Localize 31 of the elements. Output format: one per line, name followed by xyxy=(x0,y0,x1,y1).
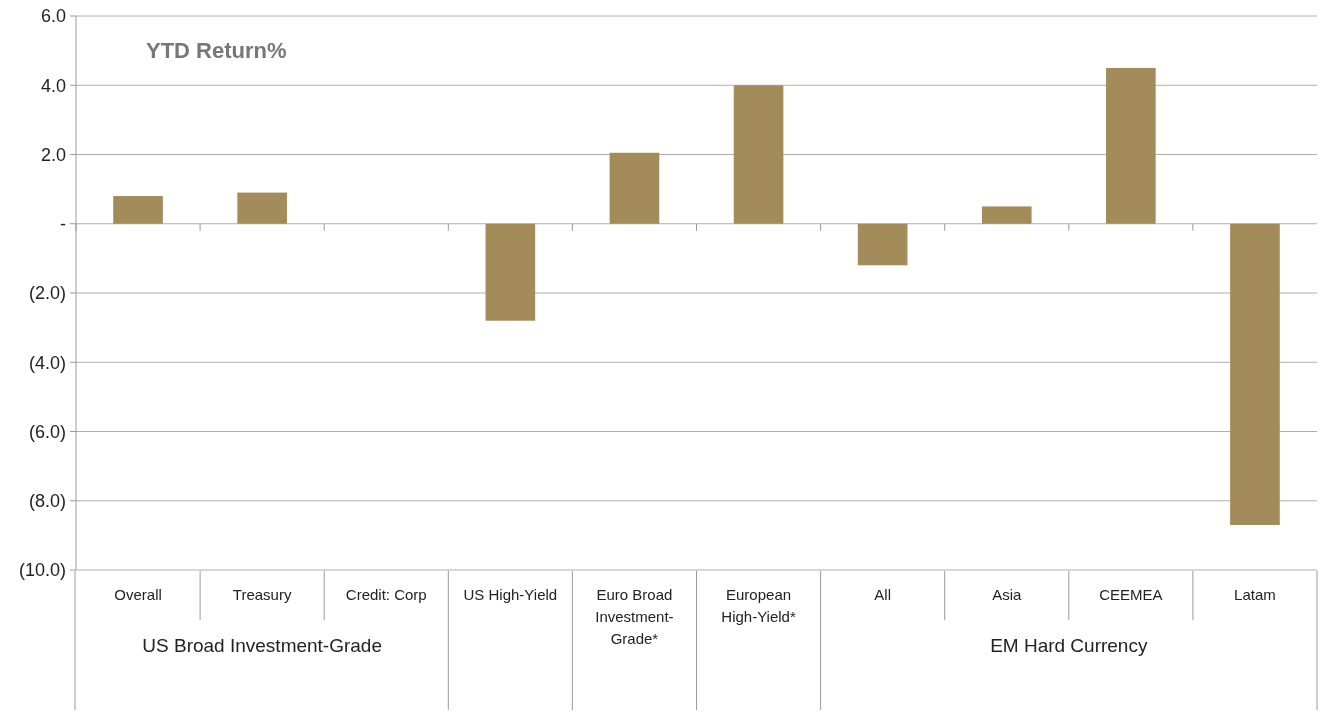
bar xyxy=(981,206,1032,224)
y-tick-label: 4.0 xyxy=(40,75,66,96)
text: EM Hard Currency xyxy=(990,635,1148,656)
y-tick-label: (8.0) xyxy=(28,491,66,512)
x-tick-label: Credit: Corp xyxy=(345,586,427,603)
x-tick-label: US High-Yield xyxy=(463,586,558,603)
text: YTD Return% xyxy=(146,38,287,63)
y-tick-label: (10.0) xyxy=(18,560,66,581)
x-tick-label: Euro Broad Investment-Grade* xyxy=(595,586,674,647)
x-tick-label: CEEMEA xyxy=(1099,586,1163,603)
bar xyxy=(609,152,660,224)
bar xyxy=(237,192,287,224)
x-tick-label: Treasury xyxy=(232,586,292,603)
bar xyxy=(1230,223,1280,525)
x-tick-label: Overall xyxy=(114,586,162,603)
x-tick-label: European High-Yield* xyxy=(721,586,796,625)
bar xyxy=(113,196,163,224)
y-tick-label: - xyxy=(60,214,66,235)
bar xyxy=(733,85,784,224)
y-tick-label: 6.0 xyxy=(40,6,66,27)
y-tick-label: (2.0) xyxy=(28,283,66,304)
x-tick-label: Latam xyxy=(1234,586,1276,603)
x-tick-label: All xyxy=(874,586,891,603)
bar xyxy=(857,223,908,266)
bar xyxy=(1106,67,1156,224)
text: US Broad Investment-Grade xyxy=(142,635,383,656)
y-tick-label: (6.0) xyxy=(28,421,66,442)
y-tick-label: (4.0) xyxy=(28,352,66,373)
x-tick-label: Asia xyxy=(992,586,1022,603)
y-tick-label: 2.0 xyxy=(40,144,66,165)
bar xyxy=(485,223,536,321)
